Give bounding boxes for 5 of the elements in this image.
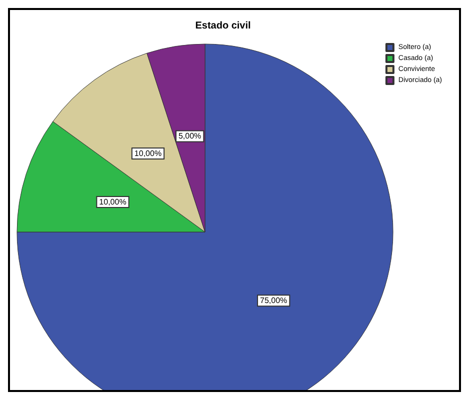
chart-title: Estado civil xyxy=(195,20,252,32)
data-label: 5,00% xyxy=(178,132,202,141)
data-label: 10,00% xyxy=(134,149,162,158)
data-label: 10,00% xyxy=(99,198,126,207)
data-label: 75,00% xyxy=(260,296,288,306)
